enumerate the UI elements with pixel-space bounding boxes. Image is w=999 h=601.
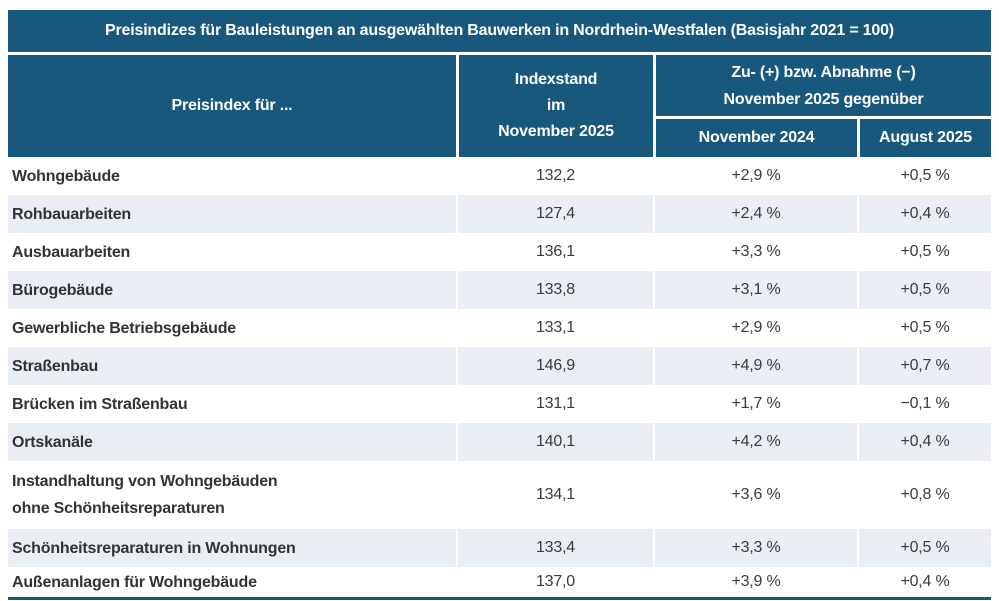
change-aug-2025: +0,8 %	[857, 461, 991, 529]
change-nov-2024: +2,9 %	[653, 309, 857, 347]
change-aug-2025: +0,5 %	[857, 309, 991, 347]
index-value: 133,8	[456, 271, 653, 309]
change-nov-2024: +1,7 %	[653, 385, 857, 423]
page-title: Preisindizes für Bauleistungen an ausgew…	[105, 22, 894, 39]
change-nov-2024: +3,6 %	[653, 461, 857, 529]
change-aug-2025: −0,1 %	[857, 385, 991, 423]
table-row: Ausbauarbeiten 136,1 +3,3 % +0,5 %	[8, 233, 991, 271]
row-label: Wohngebäude	[12, 167, 120, 185]
column-header-indexstand: Indexstand im November 2025	[459, 55, 653, 157]
row-label: Instandhaltung von Wohngebäuden ohne Sch…	[12, 473, 278, 517]
index-value: 134,1	[456, 461, 653, 529]
row-label: Schönheitsreparaturen in Wohnungen	[12, 539, 296, 557]
price-index-table: Preisindizes für Bauleistungen an ausgew…	[8, 10, 991, 600]
table-row: Bürogebäude 133,8 +3,1 % +0,5 %	[8, 271, 991, 309]
column-header-august-2025: August 2025	[860, 119, 991, 157]
change-nov-2024: +4,2 %	[653, 423, 857, 461]
table-row: Rohbauarbeiten 127,4 +2,4 % +0,4 %	[8, 195, 991, 233]
table-row: Brücken im Straßenbau 131,1 +1,7 % −0,1 …	[8, 385, 991, 423]
column-header-november-2024: November 2024	[656, 119, 857, 157]
index-value: 127,4	[456, 195, 653, 233]
index-value: 131,1	[456, 385, 653, 423]
row-label: Bürogebäude	[12, 281, 113, 299]
row-label: Brücken im Straßenbau	[12, 395, 188, 413]
row-label: Ortskanäle	[12, 433, 93, 451]
change-aug-2025: +0,5 %	[857, 271, 991, 309]
column-header-change-group: Zu- (+) bzw. Abnahme (−) November 2025 g…	[656, 55, 991, 116]
table-bottom-border	[8, 597, 991, 600]
row-label: Ausbauarbeiten	[12, 243, 131, 261]
table-row: Ortskanäle 140,1 +4,2 % +0,4 %	[8, 423, 991, 461]
row-label: Straßenbau	[12, 357, 99, 375]
table-row: Instandhaltung von Wohngebäuden ohne Sch…	[8, 461, 991, 529]
table-row: Wohngebäude 132,2 +2,9 % +0,5 %	[8, 157, 991, 195]
change-nov-2024: +3,3 %	[653, 529, 857, 567]
change-nov-2024: +3,9 %	[653, 567, 857, 597]
change-nov-2024: +3,1 %	[653, 271, 857, 309]
change-nov-2024: +2,4 %	[653, 195, 857, 233]
change-aug-2025: +0,5 %	[857, 157, 991, 195]
change-aug-2025: +0,5 %	[857, 233, 991, 271]
index-value: 133,1	[456, 309, 653, 347]
index-value: 136,1	[456, 233, 653, 271]
change-aug-2025: +0,4 %	[857, 567, 991, 597]
table-row: Straßenbau 146,9 +4,9 % +0,7 %	[8, 347, 991, 385]
change-nov-2024: +2,9 %	[653, 157, 857, 195]
change-aug-2025: +0,4 %	[857, 195, 991, 233]
row-label: Rohbauarbeiten	[12, 205, 131, 223]
column-header-preisindex: Preisindex für ...	[8, 55, 456, 157]
index-value: 146,9	[456, 347, 653, 385]
change-aug-2025: +0,7 %	[857, 347, 991, 385]
change-aug-2025: +0,5 %	[857, 529, 991, 567]
table-title-bar: Preisindizes für Bauleistungen an ausgew…	[8, 10, 991, 52]
table-row: Gewerbliche Betriebsgebäude 133,1 +2,9 %…	[8, 309, 991, 347]
index-value: 140,1	[456, 423, 653, 461]
table-body: Wohngebäude 132,2 +2,9 % +0,5 % Rohbauar…	[8, 157, 991, 597]
index-value: 132,2	[456, 157, 653, 195]
table-row: Außenanlagen für Wohngebäude 137,0 +3,9 …	[8, 567, 991, 597]
table-header: Preisindex für ... Indexstand im Novembe…	[8, 55, 991, 157]
row-label: Außenanlagen für Wohngebäude	[12, 573, 257, 591]
row-label: Gewerbliche Betriebsgebäude	[12, 319, 237, 337]
index-value: 137,0	[456, 567, 653, 597]
index-value: 133,4	[456, 529, 653, 567]
change-nov-2024: +3,3 %	[653, 233, 857, 271]
change-nov-2024: +4,9 %	[653, 347, 857, 385]
table-row: Schönheitsreparaturen in Wohnungen 133,4…	[8, 529, 991, 567]
change-aug-2025: +0,4 %	[857, 423, 991, 461]
